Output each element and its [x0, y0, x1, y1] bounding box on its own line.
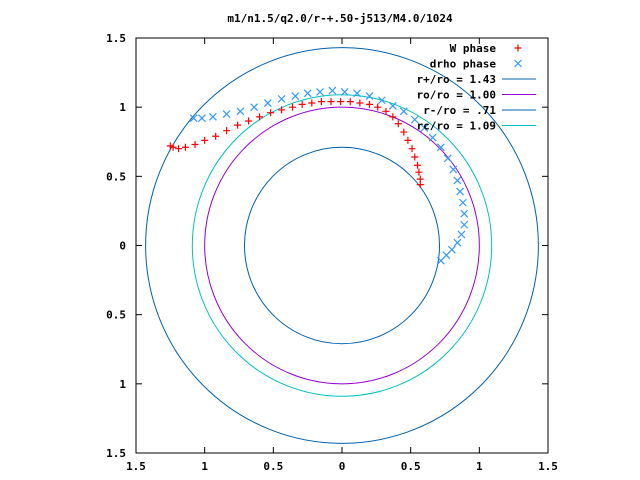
- series-1-point-19: [365, 92, 374, 101]
- series-1-point-9: [453, 176, 462, 185]
- series-0-point-20: [289, 103, 297, 111]
- series-1-point-14: [420, 123, 429, 132]
- series-0-point-27: [212, 132, 220, 140]
- circle-1: [204, 106, 480, 385]
- series-1-point-2: [447, 245, 456, 254]
- legend: W phase drho phase r+/ro = 1.43 ro/ro = 1.0…: [417, 42, 536, 133]
- legend-label-2: r+/ro = 1.43: [417, 73, 496, 86]
- circle-0: [145, 47, 539, 444]
- y-tick-label-1: 1: [119, 101, 126, 114]
- series-1-point-11: [443, 154, 452, 163]
- series-0-point-9: [389, 113, 397, 121]
- x-tick-label-3: 0: [339, 460, 346, 473]
- series-0-point-2: [415, 168, 423, 176]
- series-1-point-33: [189, 114, 198, 123]
- x-tick-label-4: 0.5: [401, 460, 421, 473]
- legend-marker-1: [514, 59, 522, 68]
- series-0-point-14: [346, 98, 354, 106]
- series-1-point-21: [340, 88, 349, 96]
- y-tick-label-0: 1.5: [106, 32, 126, 45]
- series-1-point-17: [388, 101, 397, 110]
- data-series: [166, 86, 469, 265]
- legend-label-3: ro/ro = 1.00: [417, 89, 496, 102]
- series-1-point-8: [456, 187, 465, 196]
- series-0-point-11: [374, 103, 382, 111]
- legend-label-4: r-/ro = .71: [423, 104, 496, 117]
- series-1-point-26: [277, 94, 286, 103]
- series-0-point-18: [308, 99, 316, 107]
- series-0-point-6: [404, 136, 412, 144]
- series-0-point-7: [400, 128, 408, 136]
- series-1-point-32: [197, 114, 206, 123]
- series-1-point-13: [428, 133, 437, 142]
- series-1-point-15: [410, 115, 419, 124]
- circle-3: [191, 94, 493, 397]
- series-0: [166, 98, 424, 189]
- y-tick-label-3: 0: [119, 240, 126, 253]
- series-0-point-19: [298, 100, 306, 108]
- series-1-point-30: [222, 110, 231, 119]
- series-0-point-33: [166, 142, 174, 150]
- x-tick-label-6: 1.5: [538, 460, 558, 473]
- series-1-point-16: [399, 107, 408, 116]
- series-0-point-15: [337, 98, 345, 106]
- series-0-point-13: [356, 99, 364, 107]
- series-0-point-23: [256, 113, 264, 121]
- series-1: [189, 86, 469, 265]
- legend-label-5: rc/ro = 1.09: [417, 120, 496, 133]
- series-1-point-5: [460, 220, 469, 229]
- series-1-point-28: [250, 103, 259, 112]
- legend-label-1: drho phase: [430, 58, 497, 71]
- series-0-point-17: [317, 98, 325, 106]
- series-1-point-23: [316, 88, 324, 96]
- x-tick-label-2: 0.5: [263, 460, 283, 473]
- series-0-point-4: [411, 153, 419, 161]
- series-1-point-6: [460, 209, 469, 218]
- series-0-point-8: [394, 120, 402, 128]
- y-tick-label-6: 1.5: [106, 447, 126, 460]
- series-1-point-7: [458, 198, 467, 207]
- series-1-point-3: [453, 238, 462, 247]
- series-0-point-26: [223, 127, 231, 135]
- legend-label-0: W phase: [450, 42, 497, 55]
- series-0-point-22: [267, 109, 275, 117]
- legend-marker-0: [514, 44, 522, 52]
- series-0-point-31: [175, 145, 183, 153]
- series-1-point-20: [353, 89, 362, 98]
- circle-2: [243, 146, 441, 345]
- series-0-point-21: [278, 106, 286, 114]
- series-1-point-4: [457, 230, 466, 239]
- series-1-point-27: [263, 99, 272, 107]
- y-tick-label-5: 1: [119, 378, 126, 391]
- axis-ticks: 1.5 1 0.5 0 0.5 1 1.51.510.500.511.5: [106, 32, 558, 473]
- series-0-point-16: [327, 98, 335, 106]
- series-0-point-12: [365, 100, 373, 108]
- series-0-point-24: [245, 117, 253, 125]
- series-1-point-25: [291, 92, 300, 101]
- series-0-point-1: [416, 175, 424, 183]
- reference-circles: [145, 47, 539, 444]
- series-1-point-31: [208, 112, 217, 121]
- x-tick-label-1: 1: [201, 460, 208, 473]
- series-0-point-3: [414, 161, 422, 169]
- y-tick-label-2: 0.5: [106, 170, 126, 183]
- series-1-point-29: [236, 107, 245, 116]
- series-1-point-10: [449, 165, 458, 174]
- series-0-point-30: [181, 143, 189, 151]
- series-1-point-18: [377, 96, 386, 105]
- series-1-point-12: [436, 143, 445, 152]
- series-0-point-25: [234, 121, 242, 129]
- series-0-point-28: [201, 136, 209, 144]
- series-0-point-5: [408, 145, 416, 153]
- series-0-point-10: [382, 107, 390, 115]
- chart-title: m1/n1.5/q2.0/r-+.50-j513/M4.0/1024: [227, 12, 453, 25]
- series-1-point-24: [303, 89, 312, 98]
- x-tick-label-0: 1.5: [126, 460, 146, 473]
- x-tick-label-5: 1: [476, 460, 483, 473]
- y-tick-label-4: 0.5: [106, 309, 126, 322]
- series-0-point-29: [191, 141, 199, 149]
- series-1-point-22: [328, 86, 337, 95]
